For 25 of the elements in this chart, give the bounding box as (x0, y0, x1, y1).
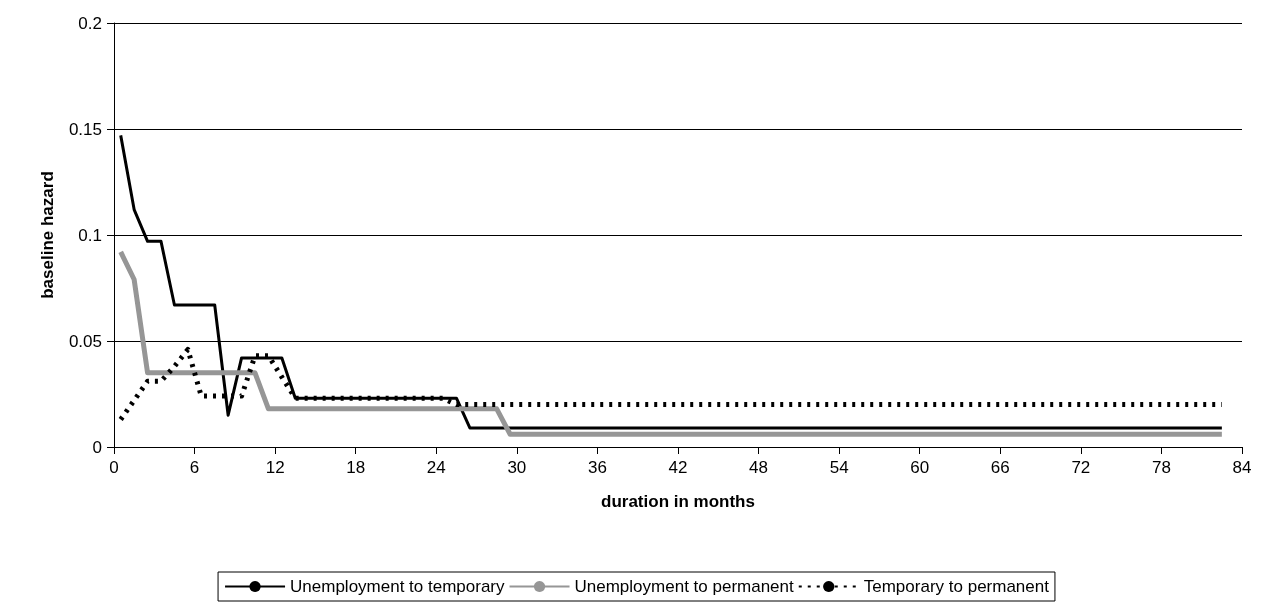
x-tick-label: 54 (829, 458, 849, 477)
x-tick-label: 6 (189, 458, 200, 477)
x-tick-label: 30 (507, 458, 527, 477)
y-axis-title: baseline hazard (38, 171, 57, 299)
x-tick-label: 78 (1151, 458, 1171, 477)
y-tick-label: 0 (92, 437, 102, 457)
y-tick-label: 0.05 (68, 331, 102, 351)
x-tick-label: 84 (1232, 458, 1252, 477)
x-tick-label: 18 (346, 458, 366, 477)
x-tick-label: 36 (587, 458, 607, 477)
x-axis-title: duration in months (601, 492, 755, 511)
x-tick-label: 60 (910, 458, 930, 477)
y-tick-label: 0.1 (78, 225, 102, 245)
x-tick-label: 72 (1071, 458, 1091, 477)
legend-label: Unemployment to temporary (290, 577, 506, 596)
x-tick-label: 12 (265, 458, 285, 477)
y-tick-label: 0.2 (78, 13, 102, 33)
x-tick-label: 42 (668, 458, 688, 477)
y-tick-label: 0.15 (68, 119, 102, 139)
x-tick-label: 24 (426, 458, 446, 477)
legend-label: Temporary to permanent (863, 577, 1050, 596)
x-tick-label: 0 (109, 458, 119, 477)
x-tick-label: 48 (749, 458, 769, 477)
legend-label: Unemployment to permanent (574, 577, 795, 596)
x-tick-label: 66 (990, 458, 1010, 477)
